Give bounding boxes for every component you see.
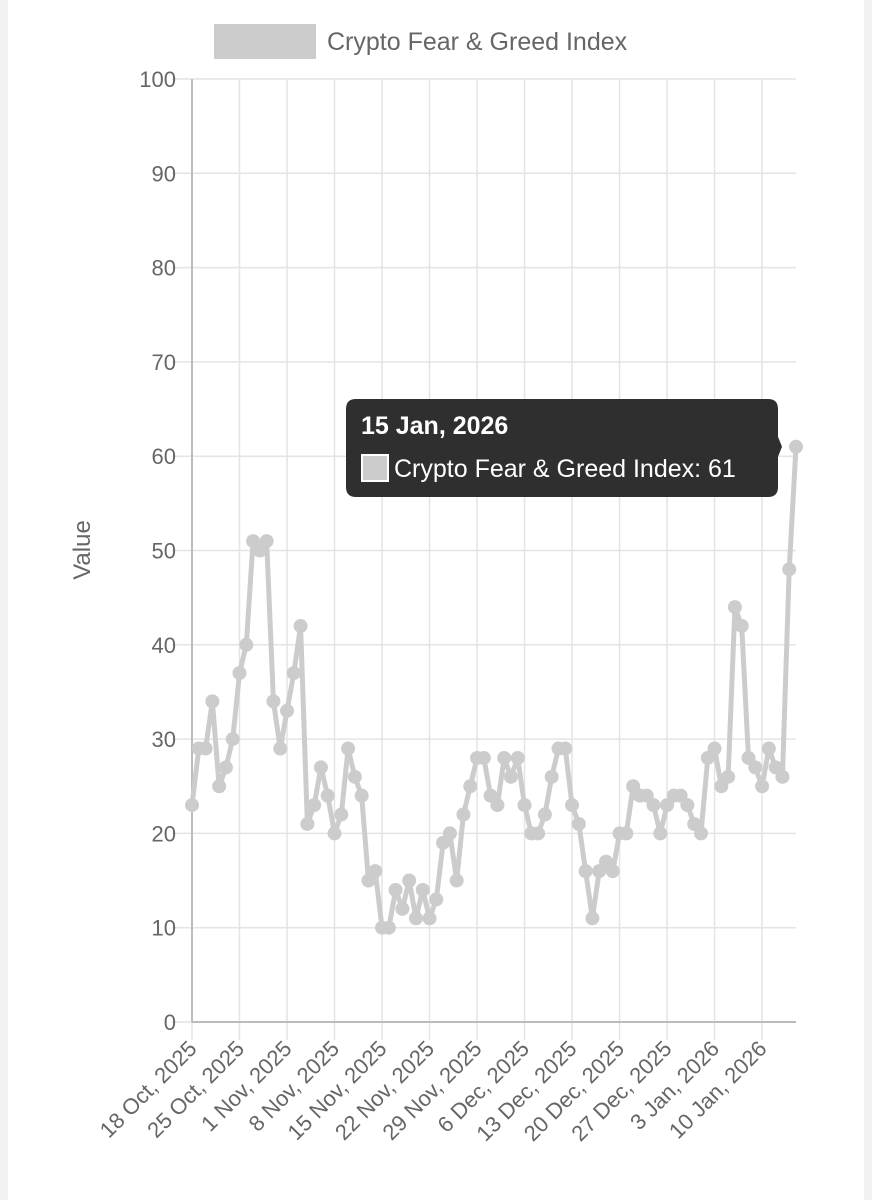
data-point[interactable]	[782, 562, 797, 577]
tooltip-label: Crypto Fear & Greed Index: 61	[394, 455, 736, 483]
tooltip: 15 Jan, 2026 Crypto Fear & Greed Index: …	[346, 399, 782, 497]
y-tick-label: 40	[152, 633, 176, 658]
data-point[interactable]	[259, 534, 274, 549]
data-point[interactable]	[347, 769, 362, 784]
data-point[interactable]	[680, 798, 695, 813]
data-point[interactable]	[789, 439, 803, 454]
data-point[interactable]	[218, 760, 233, 775]
data-point[interactable]	[286, 666, 301, 681]
data-point[interactable]	[225, 732, 240, 747]
data-point[interactable]	[619, 826, 634, 841]
legend-swatch	[214, 24, 316, 59]
data-point[interactable]	[578, 864, 593, 879]
data-point[interactable]	[510, 750, 525, 765]
data-point[interactable]	[422, 911, 437, 926]
data-point[interactable]	[490, 798, 505, 813]
y-tick-label: 0	[164, 1010, 176, 1035]
data-point[interactable]	[605, 864, 620, 879]
y-tick-labels: 0 10 20 30 40 50 60 70 80 90 100	[139, 67, 176, 1035]
y-tick-label: 50	[152, 539, 176, 564]
tooltip-box	[346, 399, 782, 497]
tooltip-title: 15 Jan, 2026	[361, 412, 508, 440]
axes	[191, 79, 796, 1023]
data-point[interactable]	[456, 807, 471, 822]
data-point[interactable]	[388, 882, 403, 897]
data-point[interactable]	[185, 798, 199, 813]
data-point[interactable]	[503, 769, 518, 784]
data-point[interactable]	[531, 826, 546, 841]
data-point[interactable]	[313, 760, 328, 775]
data-point[interactable]	[395, 901, 410, 916]
legend[interactable]: Crypto Fear & Greed Index	[214, 24, 628, 59]
data-point[interactable]	[721, 769, 736, 784]
data-point[interactable]	[463, 779, 478, 794]
data-point[interactable]	[544, 769, 559, 784]
data-point[interactable]	[320, 788, 335, 803]
chart-card: 0 10 20 30 40 50 60 70 80 90 100 18 Oct, 2025 25 Oc…	[8, 0, 864, 1200]
data-point[interactable]	[402, 873, 417, 888]
data-point[interactable]	[280, 703, 295, 718]
data-point[interactable]	[497, 750, 512, 765]
data-point[interactable]	[693, 826, 708, 841]
data-point[interactable]	[748, 760, 763, 775]
data-point[interactable]	[341, 741, 356, 756]
data-point[interactable]	[653, 826, 668, 841]
data-point[interactable]	[239, 637, 254, 652]
data-point[interactable]	[537, 807, 552, 822]
y-tick-label: 30	[152, 727, 176, 752]
data-point[interactable]	[327, 826, 342, 841]
data-point[interactable]	[266, 694, 281, 709]
data-point[interactable]	[565, 798, 580, 813]
y-tick-label: 80	[152, 256, 176, 281]
data-point[interactable]	[476, 750, 491, 765]
data-point[interactable]	[212, 779, 227, 794]
y-tick-label: 20	[152, 821, 176, 846]
y-tick-label: 60	[152, 444, 176, 469]
data-point[interactable]	[307, 798, 322, 813]
data-point[interactable]	[415, 882, 430, 897]
data-point[interactable]	[300, 816, 315, 831]
data-point[interactable]	[585, 911, 600, 926]
data-point[interactable]	[646, 798, 661, 813]
data-point[interactable]	[381, 920, 396, 935]
y-tick-label: 10	[152, 916, 176, 941]
series-layer	[185, 439, 803, 935]
legend-label: Crypto Fear & Greed Index	[327, 28, 628, 56]
data-point[interactable]	[354, 788, 369, 803]
series-line	[189, 444, 799, 931]
data-point[interactable]	[232, 666, 247, 681]
data-point[interactable]	[727, 600, 742, 615]
data-point[interactable]	[198, 741, 213, 756]
data-point[interactable]	[775, 769, 790, 784]
y-tick-label: 90	[152, 161, 176, 186]
data-point[interactable]	[293, 618, 308, 633]
data-point[interactable]	[558, 741, 573, 756]
y-tick-label: 100	[139, 67, 176, 92]
y-tick-label: 70	[152, 350, 176, 375]
data-point[interactable]	[273, 741, 288, 756]
data-point[interactable]	[755, 779, 770, 794]
data-point[interactable]	[368, 864, 383, 879]
data-point[interactable]	[517, 798, 532, 813]
data-points	[185, 439, 803, 935]
data-point[interactable]	[449, 873, 464, 888]
data-point[interactable]	[408, 911, 423, 926]
data-point[interactable]	[442, 826, 457, 841]
data-point[interactable]	[734, 618, 749, 633]
data-point[interactable]	[571, 816, 586, 831]
data-point[interactable]	[334, 807, 349, 822]
y-axis-title: Value	[69, 520, 96, 580]
data-point[interactable]	[429, 892, 444, 907]
tooltip-swatch	[361, 454, 389, 482]
data-point[interactable]	[205, 694, 220, 709]
data-point[interactable]	[761, 741, 776, 756]
data-point[interactable]	[707, 741, 722, 756]
